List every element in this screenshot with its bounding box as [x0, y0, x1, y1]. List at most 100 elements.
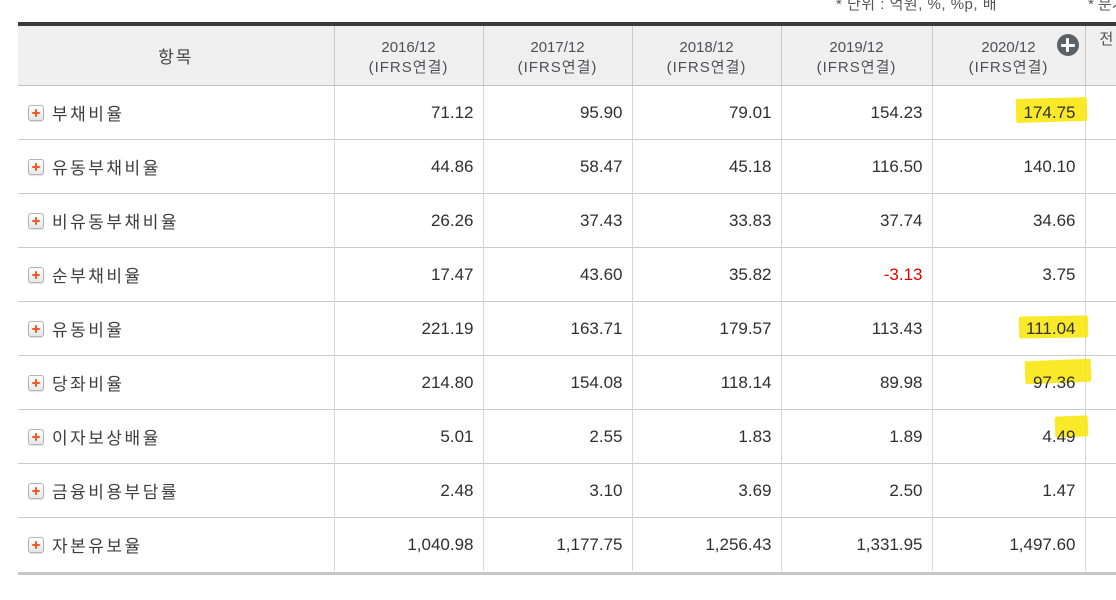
- column-basis: (IFRS연결): [666, 58, 747, 76]
- cell-value: 214.80: [421, 372, 474, 392]
- row-label: 당좌비율: [52, 375, 125, 394]
- row-label: 금융비용부담률: [52, 483, 179, 502]
- value-cell: 221.19: [333, 301, 483, 356]
- row-label: 비유동부채비율: [52, 213, 179, 232]
- value-cell: 43.60: [482, 247, 632, 302]
- empty-next-cell: [1084, 193, 1116, 248]
- cell-value: 1,497.60: [1009, 534, 1076, 554]
- empty-next-cell: [1084, 301, 1116, 356]
- value-cell: 1.47: [931, 463, 1085, 518]
- value-cell: 95.90: [482, 85, 632, 140]
- row-label-cell: 유동부채비율: [18, 139, 334, 194]
- cell-value: 1,040.98: [407, 534, 474, 554]
- cell-value: 97.36: [1032, 372, 1076, 392]
- value-cell: 118.14: [631, 355, 781, 410]
- value-cell: 174.75: [931, 85, 1087, 140]
- quarter-note: * 분기: [1088, 0, 1116, 13]
- year-column-header-2017-12: 2017/12 (IFRS연결): [482, 26, 632, 86]
- page-notes: * 단위 : 억원, %, %p, 배 * 분기: [0, 0, 1116, 15]
- value-cell: 3.10: [482, 463, 632, 518]
- cell-value: 179.57: [719, 318, 772, 338]
- value-cell: 1,040.98: [333, 517, 483, 571]
- cell-value: 1.83: [738, 426, 772, 446]
- row-label: 유동부채비율: [52, 159, 161, 178]
- value-cell: 1.83: [631, 409, 781, 464]
- cell-value: 118.14: [720, 372, 772, 392]
- value-cell: 17.47: [333, 247, 483, 302]
- value-cell: 1.89: [780, 409, 932, 464]
- value-cell: 79.01: [631, 85, 781, 140]
- value-cell: 45.18: [631, 139, 781, 194]
- empty-next-cell: [1084, 463, 1116, 518]
- item-column-header: 항목: [18, 26, 334, 86]
- year-column-header-2020-12: 2020/12 (IFRS연결): [931, 26, 1085, 86]
- column-period: 2016/12: [381, 38, 436, 56]
- plus-circle-icon[interactable]: [1056, 34, 1079, 56]
- value-cell: 5.01: [333, 409, 483, 464]
- value-cell: 163.71: [482, 301, 632, 356]
- row-label: 이자보상배율: [52, 429, 161, 448]
- cell-value: 3.69: [738, 480, 772, 500]
- column-basis: (IFRS연결): [368, 58, 449, 76]
- plus-icon[interactable]: [28, 536, 44, 553]
- row-label: 유동비율: [52, 321, 125, 340]
- value-cell: 3.75: [931, 247, 1085, 302]
- plus-icon[interactable]: [28, 158, 44, 175]
- cell-value: 34.66: [1032, 210, 1076, 230]
- plus-icon[interactable]: [28, 266, 44, 283]
- table-row: 당좌비율 214.80 154.08 118.14 89.98 97.36: [18, 355, 1116, 410]
- table-row: 순부채비율 17.47 43.60 35.82 -3.13 3.75: [18, 247, 1116, 302]
- financial-ratio-table: 항목 2016/12 (IFRS연결) 2017/12 (IFRS연결) 2018/12…: [18, 26, 1116, 571]
- value-cell: -3.13: [780, 247, 932, 302]
- cell-value: 1.47: [1042, 480, 1076, 500]
- cell-value: 163.71: [570, 318, 623, 338]
- value-cell: 2.55: [482, 409, 632, 464]
- row-label: 자본유보율: [52, 537, 143, 556]
- row-label-cell: 이자보상배율: [18, 409, 334, 464]
- row-label-cell: 금융비용부담률: [18, 463, 334, 518]
- cell-value: 43.60: [579, 264, 623, 284]
- value-cell: 1,177.75: [482, 517, 632, 571]
- year-column-header-2018-12: 2018/12 (IFRS연결): [631, 26, 781, 86]
- plus-icon[interactable]: [28, 104, 44, 121]
- cell-value: 33.83: [728, 210, 772, 230]
- row-label-cell: 유동비율: [18, 301, 334, 356]
- year-column-header-2016-12: 2016/12 (IFRS연결): [333, 26, 483, 86]
- value-cell: 89.98: [780, 355, 932, 410]
- value-cell: 37.43: [482, 193, 632, 248]
- value-cell: 154.23: [780, 85, 932, 140]
- cell-value: 58.47: [579, 156, 623, 176]
- row-label: 순부채비율: [52, 267, 143, 286]
- cell-value: 37.43: [579, 210, 623, 230]
- value-cell: 1,331.95: [780, 517, 932, 571]
- value-cell: 1,497.60: [931, 517, 1085, 571]
- row-label-cell: 순부채비율: [18, 247, 334, 302]
- table-row: 부채비율 71.12 95.90 79.01 154.23 174.75: [18, 85, 1116, 140]
- year-column-header-2019-12: 2019/12 (IFRS연결): [780, 26, 932, 86]
- unit-note: * 단위 : 억원, %, %p, 배: [836, 0, 998, 13]
- value-cell: 34.66: [931, 193, 1085, 248]
- column-period: 2019/12: [829, 38, 884, 56]
- cell-value: 2.48: [440, 480, 474, 500]
- empty-next-cell: [1084, 517, 1116, 571]
- plus-icon[interactable]: [28, 428, 44, 445]
- cell-value: 35.82: [728, 264, 772, 284]
- empty-next-cell: [1084, 85, 1116, 140]
- plus-icon[interactable]: [28, 212, 44, 229]
- cell-value: 3.10: [589, 480, 623, 500]
- plus-icon[interactable]: [28, 482, 44, 499]
- plus-icon[interactable]: [28, 374, 44, 391]
- cell-value: 1.89: [889, 426, 923, 446]
- cell-value: 116.50: [871, 156, 923, 176]
- cell-value: 17.47: [430, 264, 474, 284]
- value-cell: 179.57: [631, 301, 781, 356]
- cell-value: 3.75: [1042, 264, 1076, 284]
- plus-icon[interactable]: [28, 320, 44, 337]
- cell-value: 154.08: [570, 372, 623, 392]
- row-label-cell: 당좌비율: [18, 355, 334, 410]
- cell-value: 111.04: [1026, 318, 1076, 338]
- cell-value: 95.90: [579, 102, 623, 122]
- table-row: 이자보상배율 5.01 2.55 1.83 1.89 4.49: [18, 409, 1116, 464]
- value-cell: 2.48: [333, 463, 483, 518]
- value-cell: 97.36: [931, 355, 1091, 410]
